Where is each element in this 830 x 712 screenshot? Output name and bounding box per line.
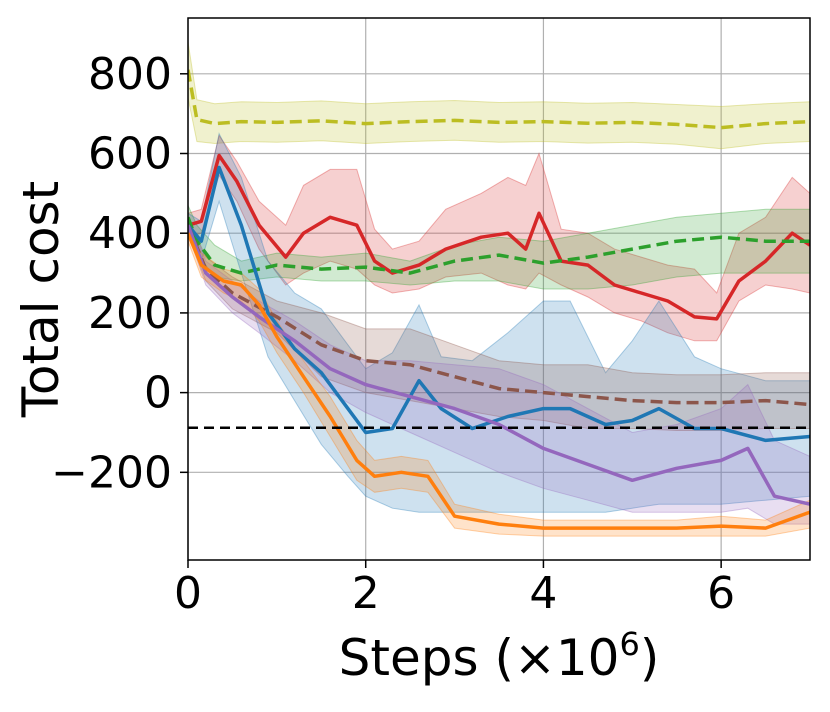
series-line-3	[188, 216, 810, 275]
x-axis-label: Steps (×106)	[339, 625, 660, 687]
series-band-4	[188, 132, 810, 513]
x-tick-label: 2	[352, 568, 380, 619]
y-tick-label: −200	[51, 447, 172, 498]
grid	[187, 18, 810, 560]
series-band-1	[188, 41, 810, 150]
series-line-6	[188, 224, 810, 506]
y-tick-label: 200	[88, 288, 172, 339]
series-band-2	[188, 134, 810, 342]
series-line-4	[188, 165, 810, 443]
series-line-1	[188, 69, 810, 130]
series-lines	[188, 69, 810, 530]
x-tick-label: 6	[707, 568, 735, 619]
plot-frame	[187, 17, 811, 561]
y-tick-label: 600	[88, 129, 172, 180]
x-tick-label: 4	[529, 568, 557, 619]
series-band-5	[188, 217, 810, 431]
series-band-7	[188, 224, 810, 537]
series-line-5	[188, 224, 810, 407]
y-axis-label: Total cost	[12, 181, 70, 418]
y-tick-label: 800	[88, 49, 172, 100]
y-tick-label: 0	[144, 368, 172, 419]
y-tick-label: 400	[88, 208, 172, 259]
tick-marks	[180, 73, 722, 568]
x-tick-label: 0	[174, 568, 202, 619]
series-line-7	[188, 232, 810, 530]
series-band-6	[188, 217, 810, 525]
series-line-2	[188, 153, 810, 321]
